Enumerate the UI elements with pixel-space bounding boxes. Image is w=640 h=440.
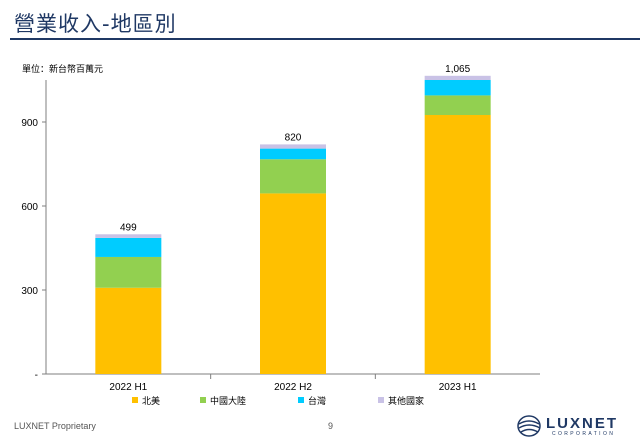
bar-segment <box>424 95 491 115</box>
bar-segment <box>260 193 326 374</box>
y-tick-label: 600 <box>21 202 38 213</box>
legend-swatch <box>200 397 206 403</box>
legend-swatch <box>378 397 384 403</box>
unit-label: 單位：新台幣百萬元 <box>22 63 103 75</box>
bar-segment <box>260 144 326 149</box>
bar-segment <box>95 234 162 238</box>
bar-segment <box>95 287 162 374</box>
globe-icon <box>517 415 541 437</box>
bar-segment <box>424 75 491 80</box>
legend-swatch <box>298 397 304 403</box>
legend-swatch <box>132 397 138 403</box>
slide-title: 營業收入-地區別 <box>14 12 177 36</box>
bar-total-label: 499 <box>120 222 137 233</box>
page-number: 9 <box>328 421 334 431</box>
bar-total-label: 1,065 <box>445 64 470 75</box>
bar-segment <box>260 148 326 160</box>
y-tick-label: 900 <box>21 118 38 129</box>
legend-label: 台灣 <box>308 395 326 407</box>
legend-label: 北美 <box>142 395 160 407</box>
bar-segment <box>95 256 162 288</box>
footer-proprietary: LUXNET Proprietary <box>14 421 96 431</box>
logo-wordmark: LUXNET <box>546 415 618 432</box>
x-tick-label: 2022 H2 <box>274 382 312 393</box>
bar-segment <box>260 159 326 194</box>
stacked-bar-chart: 單位：新台幣百萬元 - 300 600 900 499 2022 H1 820 2022 H2… <box>21 63 540 407</box>
y-tick-label: 300 <box>21 286 38 297</box>
luxnet-logo: LUXNET CORPORATION <box>516 414 636 438</box>
bar-segment <box>424 115 491 374</box>
bar-total-label: 820 <box>285 132 302 143</box>
title-divider <box>10 38 640 40</box>
legend-label: 其他國家 <box>388 395 424 407</box>
x-tick-label: 2023 H1 <box>439 382 477 393</box>
x-tick-label: 2022 H1 <box>109 382 147 393</box>
logo-subtext: CORPORATION <box>552 431 616 437</box>
bar-segment <box>95 237 162 257</box>
legend-label: 中國大陸 <box>210 395 246 407</box>
bar-segment <box>424 80 491 96</box>
y-tick-label: - <box>35 370 38 381</box>
